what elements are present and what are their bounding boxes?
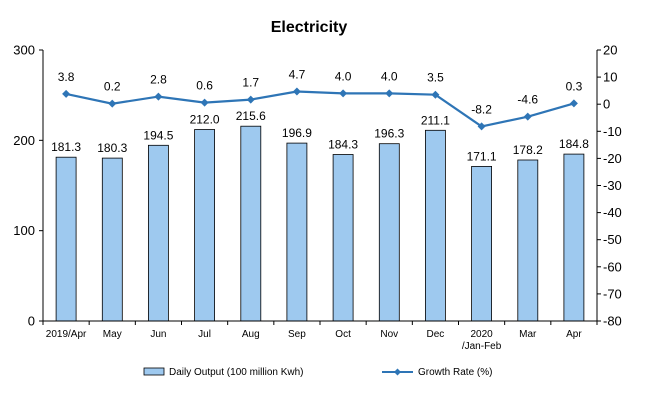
x-tick-label-line: Mar (519, 329, 537, 340)
right-tick-label: -80 (603, 314, 622, 329)
bar-value-label: 184.3 (328, 138, 358, 152)
x-tick-label: 2019/Apr (46, 329, 87, 340)
growth-value-label: 2.8 (150, 73, 167, 87)
x-tick-label: Nov (380, 329, 398, 340)
bar-8 (378, 143, 400, 322)
bar-value-label: 184.8 (559, 137, 589, 151)
growth-point-5 (246, 95, 255, 104)
right-tick-label: -30 (603, 178, 622, 193)
growth-point-8 (385, 89, 394, 98)
x-tick-label-line: Nov (380, 329, 398, 340)
growth-value-label: -4.6 (517, 93, 538, 107)
growth-value-label: 3.5 (427, 71, 444, 85)
x-tick-label: Mar (519, 329, 537, 340)
chart-title: Electricity (271, 19, 348, 36)
bar-value-label: 178.2 (513, 143, 543, 157)
x-tick-label: Jun (150, 329, 166, 340)
right-tick-label: 0 (603, 97, 610, 112)
x-tick-label-line: May (103, 329, 122, 340)
legend-line-label: Growth Rate (%) (418, 367, 492, 378)
legend-line-marker (394, 368, 401, 376)
growth-value-label: 0.6 (196, 79, 213, 93)
x-tick-label-line: Jun (150, 329, 166, 340)
right-tick-label: -60 (603, 259, 622, 274)
x-tick-label-line: Dec (427, 329, 445, 340)
legend: Daily Output (100 million Kwh) Growth Rat… (143, 367, 492, 378)
x-tick-label-line: Aug (242, 329, 260, 340)
bar-1 (55, 156, 77, 322)
growth-point-10 (477, 122, 486, 131)
bar-10 (471, 165, 493, 322)
bar-7 (332, 154, 354, 322)
x-tick-label: 2020/Jan-Feb (462, 329, 502, 352)
growth-value-label: -8.2 (471, 102, 492, 116)
bar-value-label: 196.3 (374, 127, 404, 141)
x-tick-label: Oct (335, 329, 351, 340)
bar-3 (147, 144, 169, 322)
bar-value-label: 215.6 (236, 109, 266, 123)
growth-value-label: 3.8 (58, 70, 75, 84)
growth-value-label: 4.7 (289, 67, 306, 81)
bar-value-label: 180.3 (97, 141, 127, 155)
bar-4 (194, 129, 216, 322)
x-tick-label: May (103, 329, 122, 340)
right-tick-label: 10 (603, 70, 617, 85)
left-tick-label: 300 (13, 43, 35, 58)
bar-11 (517, 159, 539, 322)
growth-point-9 (431, 90, 440, 99)
x-tick-label: Apr (566, 329, 582, 340)
growth-point-7 (339, 89, 348, 98)
left-tick-label: 100 (13, 223, 35, 238)
growth-value-label: 4.0 (381, 69, 398, 83)
bar-12 (563, 153, 585, 322)
x-tick-label-line: Oct (335, 329, 351, 340)
growth-point-11 (523, 112, 532, 121)
growth-value-label: 0.3 (566, 79, 583, 93)
right-tick-label: -10 (603, 124, 622, 139)
right-tick-label: -50 (603, 232, 622, 247)
growth-point-12 (569, 99, 578, 108)
left-tick-label: 200 (13, 133, 35, 148)
bar-value-label: 171.1 (467, 149, 497, 163)
growth-point-6 (292, 87, 301, 96)
right-tick-label: 20 (603, 43, 617, 58)
growth-point-1 (62, 89, 71, 98)
bar-value-label: 196.9 (282, 126, 312, 140)
legend-bar-label: Daily Output (100 million Kwh) (169, 367, 304, 378)
left-tick-label: 0 (28, 314, 35, 329)
growth-value-label: 4.0 (335, 69, 352, 83)
right-tick-label: -40 (603, 205, 622, 220)
x-tick-label-line: /Jan-Feb (462, 341, 502, 352)
x-tick-label: Dec (427, 329, 445, 340)
bar-value-label: 181.3 (51, 140, 81, 154)
growth-point-3 (154, 92, 163, 101)
growth-value-label: 0.2 (104, 80, 121, 94)
bar-value-label: 194.5 (143, 128, 173, 142)
x-tick-label: Sep (288, 329, 306, 340)
right-tick-label: -20 (603, 151, 622, 166)
growth-point-4 (200, 98, 209, 107)
x-tick-label: Aug (242, 329, 260, 340)
x-tick-label-line: 2019/Apr (46, 329, 87, 340)
bar-value-label: 211.1 (421, 113, 450, 127)
bar-2 (101, 157, 123, 322)
x-tick-label-line: Sep (288, 329, 306, 340)
bar-6 (286, 142, 308, 322)
legend-bar-swatch (143, 367, 165, 376)
x-tick-label: Jul (198, 329, 211, 340)
bar-5 (240, 125, 262, 322)
right-tick-label: -70 (603, 286, 622, 301)
bar-9 (424, 129, 446, 322)
growth-point-2 (108, 99, 117, 108)
x-tick-label-line: Jul (198, 329, 211, 340)
growth-value-label: 1.7 (242, 76, 259, 90)
x-tick-label-line: 2020 (470, 329, 493, 340)
x-tick-label-line: Apr (566, 329, 582, 340)
growth-rate-line (65, 90, 575, 128)
bar-value-label: 212.0 (190, 112, 220, 126)
